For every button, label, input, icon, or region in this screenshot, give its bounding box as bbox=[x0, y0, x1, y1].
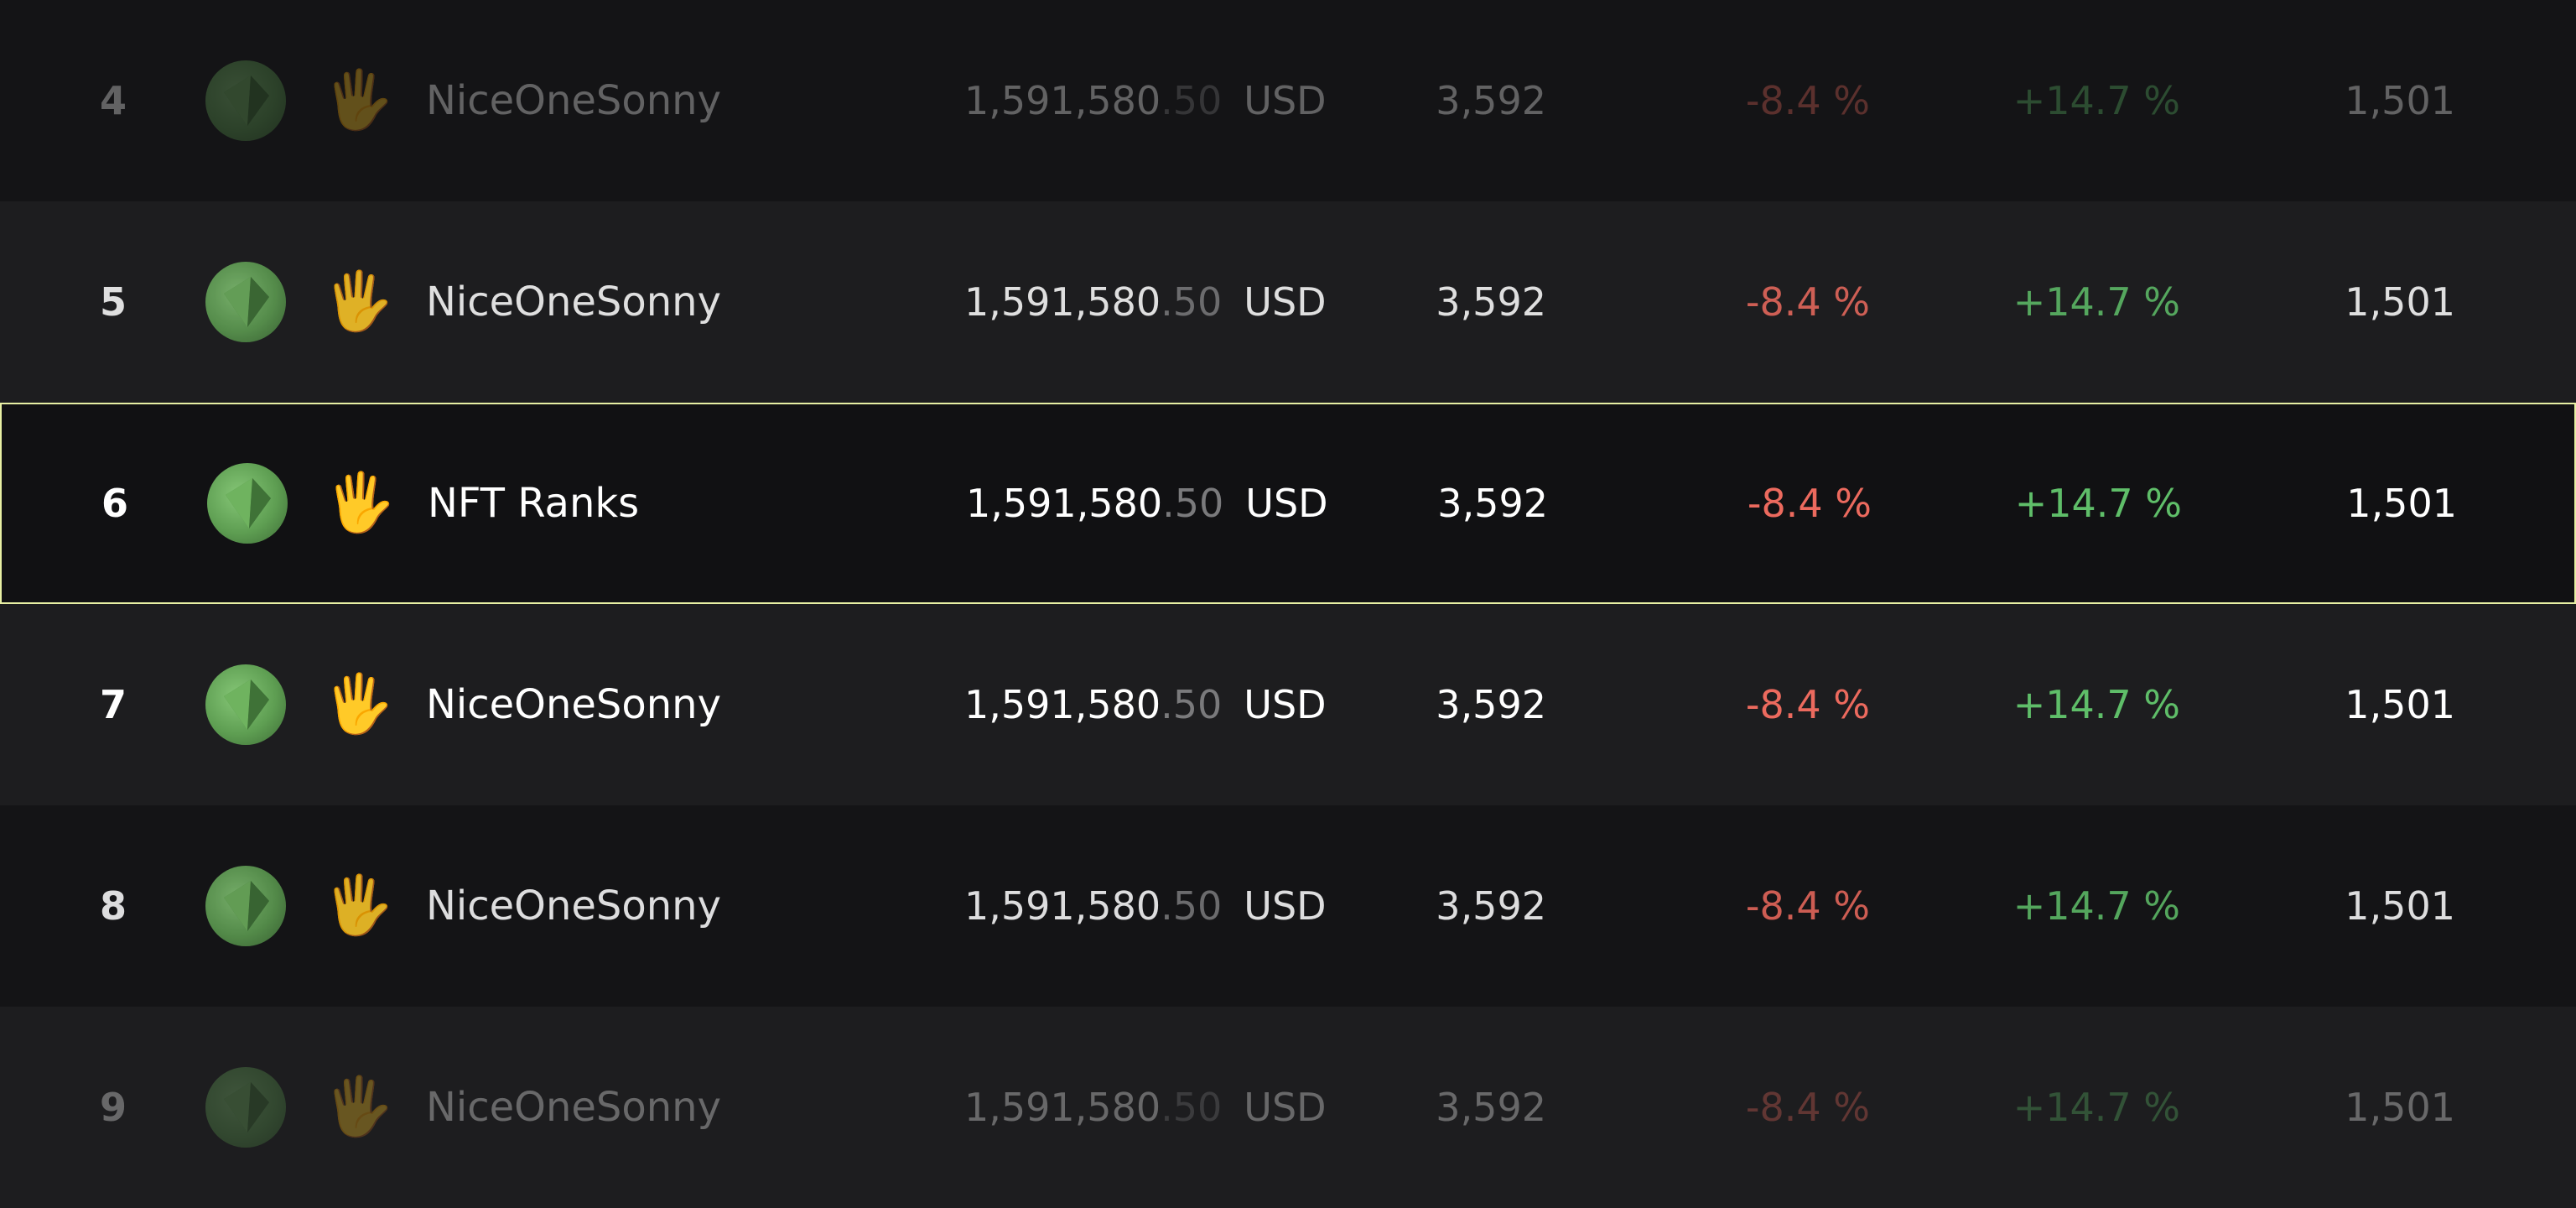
price-integer: 1,591,580 bbox=[964, 1085, 1161, 1130]
change-negative: -8.4 % bbox=[1745, 1085, 1870, 1130]
owner-count: 1,501 bbox=[2345, 1085, 2455, 1130]
currency-label: USD bbox=[1244, 1085, 1327, 1130]
change-positive: +14.7 % bbox=[2012, 1085, 2180, 1130]
price: 1,591,580.50 USD bbox=[964, 805, 1327, 1007]
item-count: 3,592 bbox=[1436, 279, 1546, 325]
price-integer: 1,591,580 bbox=[964, 883, 1161, 929]
currency-label: USD bbox=[1244, 279, 1327, 325]
owner-count: 1,501 bbox=[2345, 682, 2455, 727]
owner-count: 1,501 bbox=[2345, 883, 2455, 929]
currency-label: USD bbox=[1244, 78, 1327, 123]
collection-name[interactable]: NiceOneSonny bbox=[426, 883, 721, 929]
owner-count: 1,501 bbox=[2345, 279, 2455, 325]
price: 1,591,580.50 USD bbox=[964, 1007, 1327, 1208]
table-row[interactable]: 5 🖐 NiceOneSonny 1,591,580.50 USD 3,592 -… bbox=[0, 201, 2576, 403]
rank-number: 9 bbox=[99, 1085, 127, 1130]
price: 1,591,580.50 USD bbox=[964, 604, 1327, 805]
collection-name[interactable]: NiceOneSonny bbox=[426, 681, 721, 728]
table-row[interactable]: 4 🖐 NiceOneSonny 1,591,580.50 USD 3,592 -… bbox=[0, 0, 2576, 201]
price-integer: 1,591,580 bbox=[964, 279, 1161, 325]
item-count: 3,592 bbox=[1436, 78, 1546, 123]
table-row-selected[interactable]: 6 🖐 NFT Ranks 1,591,580.50 USD 3,592 -8.4… bbox=[0, 403, 2576, 604]
price-decimal: .50 bbox=[1161, 279, 1223, 325]
price-integer: 1,591,580 bbox=[964, 682, 1161, 727]
collection-avatar bbox=[207, 463, 288, 544]
collection-name[interactable]: NFT Ranks bbox=[428, 480, 640, 527]
currency-label: USD bbox=[1245, 481, 1328, 526]
raised-hand-icon: 🖐 bbox=[323, 671, 394, 737]
raised-hand-icon: 🖐 bbox=[323, 268, 394, 335]
price-decimal: .50 bbox=[1161, 883, 1223, 929]
item-count: 3,592 bbox=[1436, 883, 1546, 929]
table-row[interactable]: 9 🖐 NiceOneSonny 1,591,580.50 USD 3,592 -… bbox=[0, 1007, 2576, 1208]
collection-avatar bbox=[205, 866, 286, 946]
price: 1,591,580.50 USD bbox=[964, 0, 1327, 201]
raised-hand-icon: 🖐 bbox=[323, 67, 394, 133]
currency-label: USD bbox=[1244, 883, 1327, 929]
change-negative: -8.4 % bbox=[1745, 682, 1870, 727]
collection-name[interactable]: NiceOneSonny bbox=[426, 77, 721, 124]
price-decimal: .50 bbox=[1162, 481, 1224, 526]
collection-avatar bbox=[205, 664, 286, 745]
rank-number: 4 bbox=[99, 78, 127, 123]
owner-count: 1,501 bbox=[2345, 78, 2455, 123]
collection-avatar bbox=[205, 262, 286, 342]
collection-name[interactable]: NiceOneSonny bbox=[426, 1084, 721, 1131]
collection-avatar bbox=[205, 60, 286, 141]
currency-label: USD bbox=[1244, 682, 1327, 727]
price: 1,591,580.50 USD bbox=[964, 201, 1327, 403]
rank-number: 8 bbox=[99, 883, 127, 929]
change-positive: +14.7 % bbox=[2012, 682, 2180, 727]
raised-hand-icon: 🖐 bbox=[323, 872, 394, 939]
collection-name[interactable]: NiceOneSonny bbox=[426, 279, 721, 325]
change-positive: +14.7 % bbox=[2012, 279, 2180, 325]
price-decimal: .50 bbox=[1161, 78, 1223, 123]
price-decimal: .50 bbox=[1161, 1085, 1223, 1130]
raised-hand-icon: 🖐 bbox=[323, 1074, 394, 1140]
table-row[interactable]: 7 🖐 NiceOneSonny 1,591,580.50 USD 3,592 -… bbox=[0, 604, 2576, 805]
item-count: 3,592 bbox=[1437, 481, 1548, 526]
raised-hand-icon: 🖐 bbox=[325, 470, 396, 536]
item-count: 3,592 bbox=[1436, 682, 1546, 727]
change-negative: -8.4 % bbox=[1745, 883, 1870, 929]
price-integer: 1,591,580 bbox=[966, 481, 1163, 526]
rank-number: 6 bbox=[101, 481, 128, 526]
owner-count: 1,501 bbox=[2346, 481, 2457, 526]
collection-avatar bbox=[205, 1067, 286, 1148]
change-positive: +14.7 % bbox=[2012, 883, 2180, 929]
change-negative: -8.4 % bbox=[1745, 78, 1870, 123]
change-positive: +14.7 % bbox=[2014, 481, 2182, 526]
price: 1,591,580.50 USD bbox=[966, 403, 1328, 604]
price-integer: 1,591,580 bbox=[964, 78, 1161, 123]
change-negative: -8.4 % bbox=[1745, 279, 1870, 325]
change-negative: -8.4 % bbox=[1747, 481, 1872, 526]
item-count: 3,592 bbox=[1436, 1085, 1546, 1130]
rank-number: 7 bbox=[99, 682, 127, 727]
rank-number: 5 bbox=[99, 279, 127, 325]
table-row[interactable]: 8 🖐 NiceOneSonny 1,591,580.50 USD 3,592 -… bbox=[0, 805, 2576, 1007]
change-positive: +14.7 % bbox=[2012, 78, 2180, 123]
price-decimal: .50 bbox=[1161, 682, 1223, 727]
